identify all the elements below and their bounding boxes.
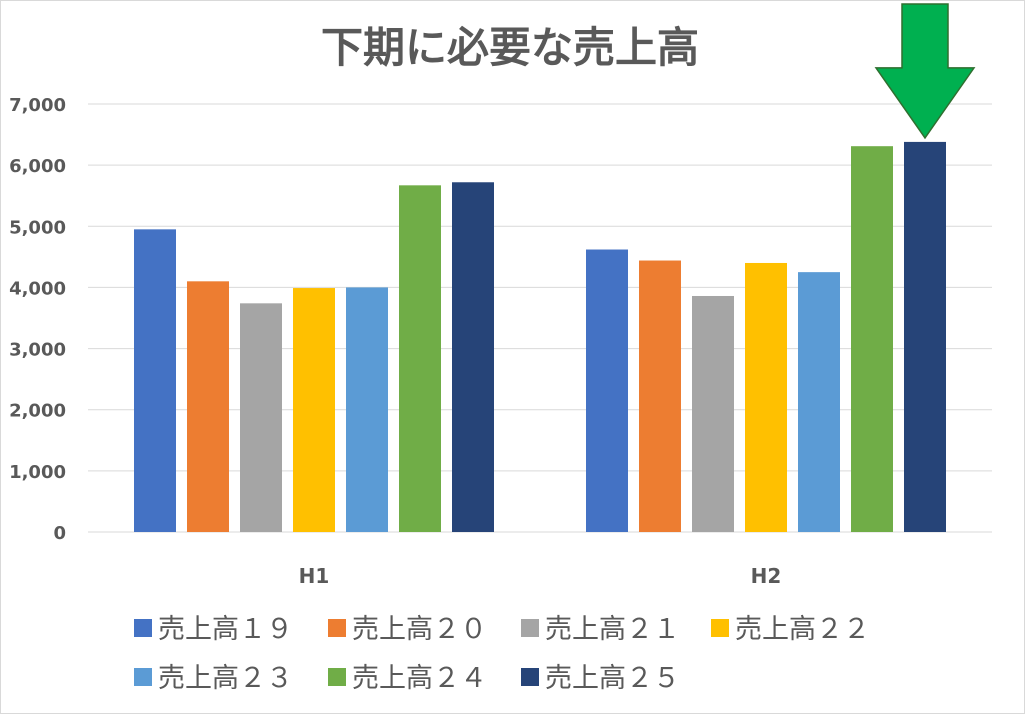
legend-swatch <box>134 619 152 637</box>
legend-label: 売上高２５ <box>545 663 680 694</box>
bar <box>187 281 229 532</box>
y-tick-label: 5,000 <box>9 217 66 238</box>
bar <box>851 146 893 532</box>
legend-swatch <box>134 668 152 686</box>
bar <box>293 288 335 532</box>
legend-label: 売上高２１ <box>545 614 680 645</box>
legend-swatch <box>521 619 539 637</box>
legend-swatch <box>328 668 346 686</box>
y-tick-label: 4,000 <box>9 278 66 299</box>
y-tick-label: 1,000 <box>9 462 66 483</box>
legend-label: 売上高２２ <box>735 614 870 645</box>
bar <box>798 272 840 532</box>
x-tick-label: H1 <box>299 564 330 588</box>
y-tick-label: 6,000 <box>9 156 66 177</box>
legend-label: 売上高２０ <box>352 614 487 645</box>
bars <box>134 141 946 533</box>
y-tick-label: 0 <box>53 523 66 544</box>
bar <box>692 295 734 532</box>
chart-title: 下期に必要な売上高 <box>321 23 699 72</box>
gridlines <box>88 103 992 533</box>
legend-swatch <box>328 619 346 637</box>
bar <box>134 229 176 533</box>
bar <box>240 303 282 532</box>
legend-label: 売上高２４ <box>352 663 487 694</box>
bar <box>452 182 494 532</box>
y-tick-label: 3,000 <box>9 340 66 361</box>
y-tick-label: 7,000 <box>9 95 66 116</box>
bar <box>346 287 388 532</box>
legend-swatch <box>711 619 729 637</box>
bar <box>639 260 681 532</box>
x-tick-label: H2 <box>751 564 782 588</box>
legend-label: 売上高２３ <box>158 663 293 694</box>
bar <box>745 262 787 532</box>
annotations <box>874 3 976 140</box>
legend-swatch <box>521 668 539 686</box>
bar <box>586 249 628 532</box>
bar <box>399 185 441 532</box>
legend: 売上高１９ 売上高２０ 売上高２１ 売上高２２ 売上高２３ 売上高２４ 売上高２５ <box>134 614 870 694</box>
y-tick-label: 2,000 <box>9 401 66 422</box>
x-axis: H1 H2 <box>299 564 782 588</box>
bar <box>904 141 946 532</box>
down-arrow-icon <box>874 3 976 140</box>
y-axis: 0 1,000 2,000 3,000 4,000 5,000 6,000 7,000 <box>9 95 66 544</box>
legend-label: 売上高１９ <box>158 614 293 645</box>
